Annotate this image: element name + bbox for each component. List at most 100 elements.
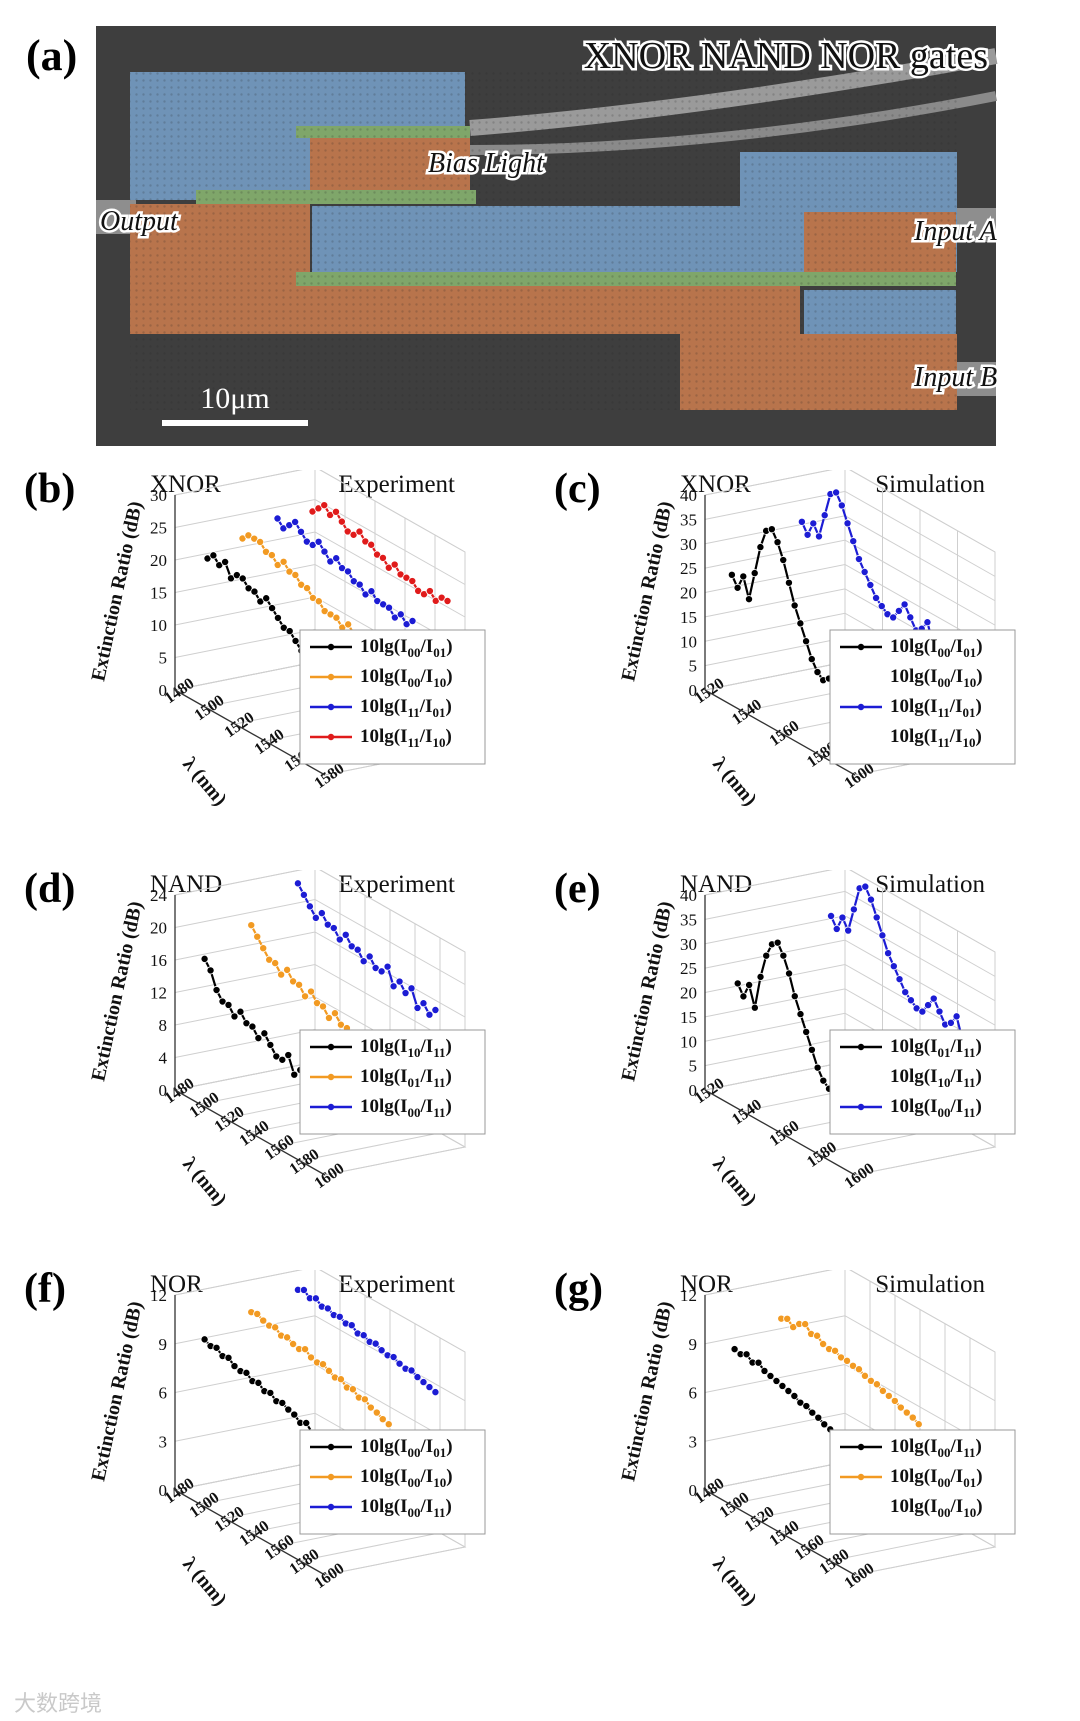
data-point-g-1-1 xyxy=(783,1314,792,1323)
data-point-f-0-9 xyxy=(254,1378,263,1387)
data-point-b-0-10 xyxy=(262,594,271,603)
data-point-d-0-1 xyxy=(206,966,215,975)
legend-marker-f-0 xyxy=(327,1443,335,1451)
data-point-g-1-6 xyxy=(813,1331,822,1340)
y-tick-label-d-4: 16 xyxy=(150,951,167,970)
data-point-c-0-14 xyxy=(807,655,816,664)
x-grid-e-0 xyxy=(704,870,846,1091)
data-point-c-2-10 xyxy=(854,555,863,564)
legend-label-c-3: 10lg(I11/I10) xyxy=(890,726,982,750)
data-point-d-1-13 xyxy=(324,1013,333,1022)
y-tick-label-b-2: 10 xyxy=(150,616,167,635)
data-point-d-2-7 xyxy=(335,935,344,944)
legend-marker-d-1 xyxy=(327,1073,335,1081)
legend-marker-e-2 xyxy=(857,1103,865,1111)
data-point-e-0-9 xyxy=(785,969,794,978)
legend-marker-d-2 xyxy=(327,1103,335,1111)
y-axis-title-b: Extinction Ratio (dB) xyxy=(87,499,147,683)
data-point-e-2-8 xyxy=(872,913,881,922)
legend-marker-c-2 xyxy=(857,703,865,711)
legend-label-part: 00 xyxy=(408,645,421,660)
data-point-d-0-2 xyxy=(212,986,221,995)
legend-label-f-1: 10lg(I00/I10) xyxy=(360,1466,453,1490)
data-point-e-0-2 xyxy=(745,980,754,989)
x-axis-title-b: λ (nm) xyxy=(178,753,231,810)
panel-label-a: (a) xyxy=(26,31,77,80)
data-point-g-1-11 xyxy=(843,1356,852,1365)
data-point-b-3-12 xyxy=(378,553,387,562)
data-point-f-0-2 xyxy=(212,1343,221,1352)
legend-label-part: 10 xyxy=(433,675,446,690)
y-tick-label-e-1: 5 xyxy=(689,1057,698,1076)
legend-label-part: ) xyxy=(976,1496,982,1517)
data-point-d-2-2 xyxy=(305,902,314,911)
data-point-d-2-20 xyxy=(413,1003,422,1012)
data-point-b-0-5 xyxy=(232,571,241,580)
data-point-b-2-10 xyxy=(332,554,341,563)
x-tick-label-d-6: 1600 xyxy=(312,1160,348,1192)
legend-label-part: /I xyxy=(420,636,434,657)
data-point-f-2-23 xyxy=(431,1388,440,1397)
data-point-b-1-4 xyxy=(261,547,270,556)
data-point-b-1-10 xyxy=(297,580,306,589)
data-point-c-2-4 xyxy=(820,511,829,520)
side-wall-c xyxy=(704,470,846,691)
legend-label-part: 10lg(I xyxy=(360,1096,408,1117)
y-tick-label-f-2: 6 xyxy=(159,1384,168,1403)
legend-label-part: 10lg(I xyxy=(890,1496,938,1517)
legend-label-part: 11 xyxy=(938,705,950,720)
legend-label-part: /I xyxy=(420,1436,434,1457)
y-tick-label-c-4: 20 xyxy=(680,584,697,603)
data-point-b-2-17 xyxy=(373,597,382,606)
legend-label-part: 10lg(I xyxy=(890,1066,938,1087)
data-point-f-1-7 xyxy=(289,1340,298,1349)
y-tick-label-e-6: 30 xyxy=(680,935,697,954)
y-grid-f-4 xyxy=(174,1270,466,1353)
legend-label-part: ) xyxy=(446,1436,452,1457)
legend-label-part: 11 xyxy=(433,1105,445,1120)
data-point-b-3-22 xyxy=(437,593,446,602)
data-point-d-2-18 xyxy=(401,989,410,998)
data-point-c-2-8 xyxy=(843,519,852,528)
data-point-g-1-7 xyxy=(819,1340,828,1349)
legend-label-part: 10lg(I xyxy=(890,1036,938,1057)
data-point-g-1-17 xyxy=(878,1386,887,1395)
gate-label-d: NAND xyxy=(150,871,222,898)
data-point-d-1-3 xyxy=(265,955,274,964)
data-point-f-1-9 xyxy=(301,1345,310,1354)
data-point-b-1-5 xyxy=(267,551,276,560)
data-point-g-0-14 xyxy=(814,1413,823,1422)
data-point-d-1-7 xyxy=(289,977,298,986)
data-point-c-0-15 xyxy=(813,668,822,677)
data-point-b-0-1 xyxy=(209,551,218,560)
legend-label-part: 11 xyxy=(433,1075,445,1090)
data-point-b-2-7 xyxy=(314,537,323,546)
legend-label-part: 11 xyxy=(938,735,950,750)
legend-label-b-1: 10lg(I00/I10) xyxy=(360,666,453,690)
panel-label-c: (c) xyxy=(554,470,601,512)
data-point-c-2-12 xyxy=(866,580,875,589)
data-point-e-0-1 xyxy=(739,992,748,1001)
data-point-e-2-13 xyxy=(901,988,910,997)
data-point-e-2-9 xyxy=(878,931,887,940)
data-point-b-3-18 xyxy=(414,586,423,595)
x-grid-d-6 xyxy=(324,952,466,1176)
panel-label-e: (e) xyxy=(554,870,601,912)
legend-label-part: 01 xyxy=(432,705,445,720)
x-grid-f-6 xyxy=(324,1352,466,1576)
legend-label-g-2: 10lg(I00/I10) xyxy=(890,1496,983,1520)
output-label: Output xyxy=(100,206,179,237)
data-point-d-1-10 xyxy=(307,987,316,996)
data-point-b-3-10 xyxy=(367,540,376,549)
data-point-c-2-9 xyxy=(849,537,858,546)
chart-panel-g: (g) NOR Simulation036912148015001520154015… xyxy=(554,1270,1016,1610)
legend-label-part: 11 xyxy=(963,1045,975,1060)
data-point-c-2-14 xyxy=(877,602,886,611)
output-waveguide xyxy=(96,200,136,234)
y-tick-label-g-4: 12 xyxy=(680,1286,697,1305)
legend-label-part: /I xyxy=(950,1066,964,1087)
data-point-e-0-15 xyxy=(819,1076,828,1085)
data-point-b-3-11 xyxy=(373,550,382,559)
data-point-f-2-1 xyxy=(299,1285,308,1294)
data-point-g-1-23 xyxy=(914,1420,923,1429)
